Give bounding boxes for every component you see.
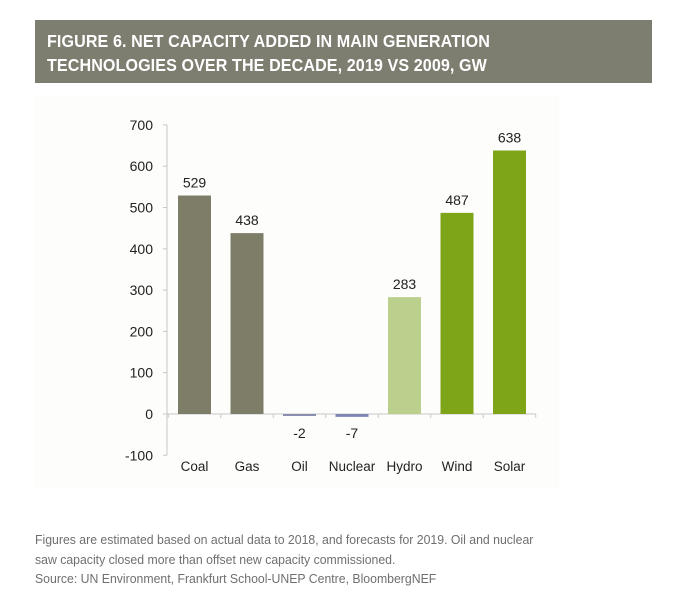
bar-hydro bbox=[388, 297, 421, 414]
source-line: Source: UN Environment, Frankfurt School… bbox=[35, 571, 437, 586]
y-tick-label: -100 bbox=[125, 447, 153, 463]
y-tick-label: 600 bbox=[130, 158, 154, 174]
y-tick-label: 700 bbox=[130, 117, 154, 133]
data-label-gas: 438 bbox=[235, 212, 259, 228]
data-label-oil: -2 bbox=[293, 425, 306, 441]
category-labels: Coal Gas Oil Nuclear Hydro Wind Solar bbox=[181, 459, 526, 474]
data-labels: 529 438 -2 -7 283 487 638 bbox=[183, 130, 522, 441]
figure-title-line-2: TECHNOLOGIES OVER THE DECADE, 2019 VS 20… bbox=[47, 55, 487, 75]
footnote-line-1: Figures are estimated based on actual da… bbox=[35, 532, 534, 547]
category-label-nuclear: Nuclear bbox=[329, 459, 376, 474]
y-tick-label: 200 bbox=[130, 323, 154, 339]
category-label-gas: Gas bbox=[235, 459, 260, 474]
data-label-solar: 638 bbox=[498, 130, 522, 146]
y-axis: -100 0 100 200 300 400 500 600 700 bbox=[125, 117, 168, 463]
bar-gas bbox=[230, 233, 264, 414]
figure-title-line-1: FIGURE 6. NET CAPACITY ADDED IN MAIN GEN… bbox=[47, 31, 490, 51]
bar-oil bbox=[283, 414, 316, 416]
bar-solar bbox=[493, 150, 526, 415]
figure-title-banner: FIGURE 6. NET CAPACITY ADDED IN MAIN GEN… bbox=[35, 20, 652, 83]
bar-coal bbox=[178, 195, 211, 414]
bar-chart: -100 0 100 200 300 400 500 600 700 529 438 -2 -7 283… bbox=[125, 117, 537, 474]
data-label-hydro: 283 bbox=[393, 276, 417, 292]
figure-footer: Figures are estimated based on actual da… bbox=[35, 530, 675, 589]
category-label-coal: Coal bbox=[181, 459, 209, 474]
category-label-hydro: Hydro bbox=[386, 459, 422, 474]
data-label-wind: 487 bbox=[445, 192, 469, 208]
data-label-coal: 529 bbox=[183, 175, 207, 191]
data-label-nuclear: -7 bbox=[346, 425, 359, 441]
category-label-wind: Wind bbox=[442, 459, 473, 474]
y-tick-label: 500 bbox=[130, 200, 154, 216]
bar-wind bbox=[440, 212, 474, 414]
bar-nuclear bbox=[335, 414, 369, 417]
y-tick-label: 300 bbox=[130, 282, 154, 298]
y-tick-label: 0 bbox=[145, 406, 153, 422]
category-label-solar: Solar bbox=[494, 459, 526, 474]
category-label-oil: Oil bbox=[291, 459, 308, 474]
bars bbox=[178, 150, 526, 417]
y-tick-label: 400 bbox=[130, 241, 154, 257]
y-tick-label: 100 bbox=[130, 365, 154, 381]
footnote-line-2: saw capacity closed more than offset new… bbox=[35, 551, 396, 567]
